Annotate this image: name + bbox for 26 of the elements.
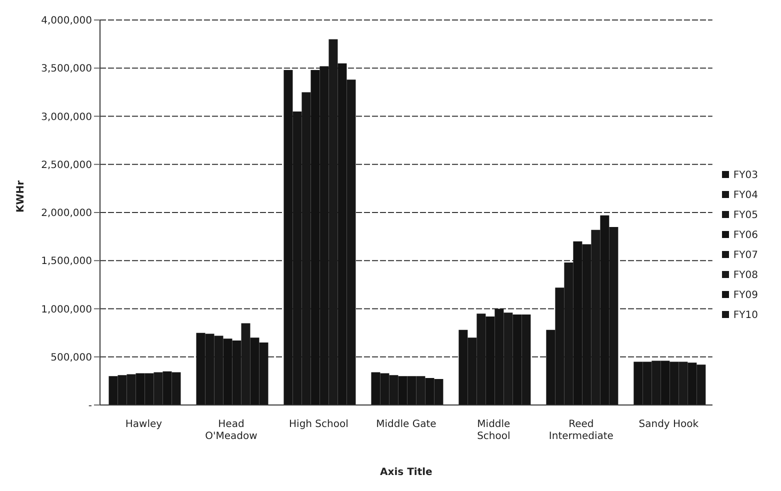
legend-label: FY07 <box>733 250 758 260</box>
x-tick-label: Hawley <box>125 419 162 430</box>
y-tick-label: 2,500,000 <box>41 160 92 171</box>
y-tick-label: 3,500,000 <box>41 64 92 75</box>
x-tick-label: Sandy Hook <box>638 419 699 430</box>
y-tick-label: 3,000,000 <box>41 112 92 123</box>
x-tick-label: Middle School <box>477 419 510 442</box>
legend-label: FY03 <box>733 170 758 180</box>
x-tick-label: Reed Intermediate <box>548 419 614 442</box>
y-tick-label: 2,000,000 <box>41 208 92 220</box>
legend-label: FY08 <box>733 270 758 280</box>
legend-label: FY05 <box>733 210 758 220</box>
y-tick-label: 4,000,000 <box>41 16 92 27</box>
y-tick-label: - <box>88 400 92 412</box>
x-tick-label: High School <box>289 419 348 430</box>
x-axis-title: Axis Title <box>380 467 433 478</box>
y-axis-title: KWHr <box>16 180 27 212</box>
y-tick-label: 1,000,000 <box>41 304 92 316</box>
legend-label: FY10 <box>733 310 758 320</box>
x-tick-label: Middle Gate <box>376 419 436 430</box>
legend-label: FY09 <box>733 290 758 300</box>
legend-label: FY06 <box>733 230 758 240</box>
legend-label: FY04 <box>733 190 758 200</box>
x-tick-label: Head O'Meadow <box>205 419 258 442</box>
y-tick-label: 500,000 <box>50 352 92 364</box>
y-tick-label: 1,500,000 <box>41 256 92 268</box>
